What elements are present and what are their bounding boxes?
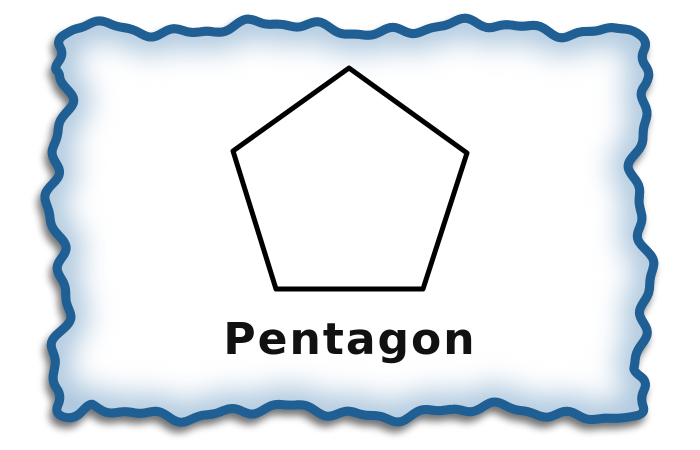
frame-outline — [40, 13, 659, 427]
pentagon-icon — [230, 65, 470, 292]
shape-name-label: Pentagon — [223, 314, 477, 365]
